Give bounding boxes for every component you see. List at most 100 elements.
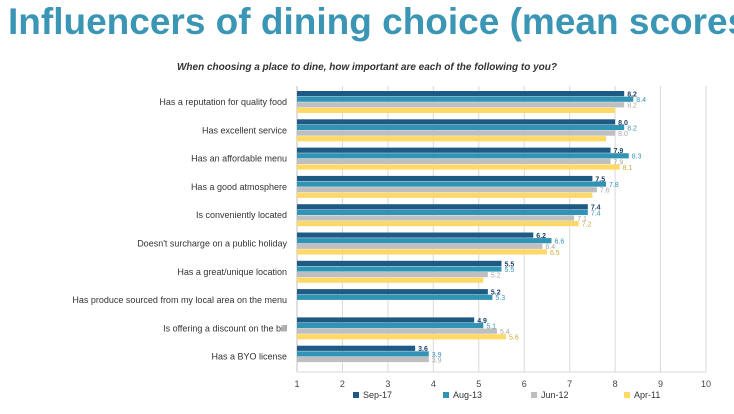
legend-swatch <box>531 392 537 398</box>
data-label: 5.6 <box>509 335 519 342</box>
x-tick-label: 10 <box>701 379 711 389</box>
bar <box>297 260 502 266</box>
bar <box>297 107 616 113</box>
bar <box>297 345 416 351</box>
legend-label: Jun-12 <box>541 390 569 400</box>
x-tick-label: 1 <box>294 379 299 389</box>
data-label: 6.5 <box>550 250 560 257</box>
data-label: 7.1 <box>577 216 587 223</box>
chart-subtitle: When choosing a place to dine, how impor… <box>176 62 557 73</box>
x-tick-label: 4 <box>431 379 436 389</box>
x-tick-label: 7 <box>567 379 572 389</box>
bar <box>297 232 534 238</box>
bar <box>297 153 629 159</box>
data-label: 8.1 <box>623 165 633 172</box>
category-label: Has an affordable menu <box>191 154 287 164</box>
bar <box>297 204 588 210</box>
data-label: 7.5 <box>595 176 605 183</box>
data-label: 7.8 <box>609 182 619 189</box>
data-label: 3.6 <box>418 346 428 353</box>
category-label: Has a good atmosphere <box>191 182 287 192</box>
data-label: 7.6 <box>600 188 610 195</box>
data-label: 4.9 <box>477 318 487 325</box>
data-label: 8.0 <box>618 131 628 138</box>
data-label: 6.2 <box>536 233 546 240</box>
x-tick-label: 8 <box>613 379 618 389</box>
category-label: Has produce sourced from my local area o… <box>72 295 287 305</box>
data-label: 8.4 <box>636 97 646 104</box>
bar <box>297 334 507 340</box>
bar <box>297 130 616 136</box>
bar <box>297 181 607 187</box>
bar <box>297 102 625 108</box>
bar <box>297 124 625 131</box>
bar <box>297 249 547 255</box>
bar <box>297 164 620 170</box>
bar <box>297 215 575 221</box>
bar <box>297 147 611 153</box>
data-label: 8.2 <box>627 92 637 99</box>
legend-swatch <box>353 392 359 398</box>
legend-label: Apr-11 <box>634 390 660 400</box>
data-label: 8.2 <box>627 125 637 132</box>
bar <box>297 351 429 357</box>
data-label: 8.3 <box>632 154 642 161</box>
legend-label: Aug-13 <box>453 390 482 400</box>
bar <box>297 192 593 198</box>
bar <box>297 356 429 363</box>
data-label: 5.2 <box>491 290 501 297</box>
bar <box>297 277 484 283</box>
bar <box>297 91 625 97</box>
bar <box>297 289 488 295</box>
legend-swatch <box>443 392 449 398</box>
data-label: 7.9 <box>614 148 624 155</box>
data-label: 7.9 <box>614 159 624 166</box>
category-label: Has a reputation for quality food <box>159 97 287 107</box>
x-tick-label: 9 <box>658 379 663 389</box>
data-label: 5.2 <box>491 273 501 280</box>
bar <box>297 272 488 278</box>
data-label: 3.9 <box>432 352 442 359</box>
bar <box>297 317 475 323</box>
bar <box>297 266 502 272</box>
chart-title: Influencers of dining choice (mean score… <box>8 1 734 42</box>
legend-label: Sep-17 <box>363 390 392 400</box>
data-label: 6.6 <box>554 239 564 246</box>
bar <box>297 187 597 193</box>
data-label: 8.0 <box>618 120 628 127</box>
legend-swatch <box>624 392 630 398</box>
data-label: 3.9 <box>432 357 442 364</box>
x-tick-label: 3 <box>385 379 390 389</box>
bar <box>297 175 593 182</box>
category-label: Has a BYO license <box>211 352 287 362</box>
x-tick-label: 2 <box>340 379 345 389</box>
bar <box>297 209 588 215</box>
data-label: 7.4 <box>591 205 601 212</box>
bar <box>297 158 611 164</box>
x-tick-label: 5 <box>476 379 481 389</box>
bar <box>297 119 616 125</box>
category-label: Doesn't surcharge on a public holiday <box>137 239 287 249</box>
bar <box>297 328 497 334</box>
bar <box>297 221 579 227</box>
data-label: 5.4 <box>500 329 510 336</box>
data-label: 8.2 <box>627 103 637 110</box>
category-label: Is conveniently located <box>196 210 287 220</box>
data-label: 6.4 <box>545 244 555 251</box>
category-label: Has a great/unique location <box>177 267 287 277</box>
category-label: Has excellent service <box>202 125 287 135</box>
data-label: 5.5 <box>505 267 515 274</box>
data-label: 7.4 <box>591 210 601 217</box>
bar <box>297 136 607 142</box>
bar <box>297 294 493 300</box>
data-label: 5.3 <box>495 295 505 302</box>
bar <box>297 238 552 244</box>
x-tick-label: 6 <box>522 379 527 389</box>
bar <box>297 96 634 102</box>
bar <box>297 243 543 249</box>
data-label: 5.1 <box>486 324 496 331</box>
bar <box>297 323 484 329</box>
data-label: 7.2 <box>582 222 592 229</box>
data-label: 5.5 <box>505 261 515 268</box>
category-label: Is offering a discount on the bill <box>163 323 287 333</box>
